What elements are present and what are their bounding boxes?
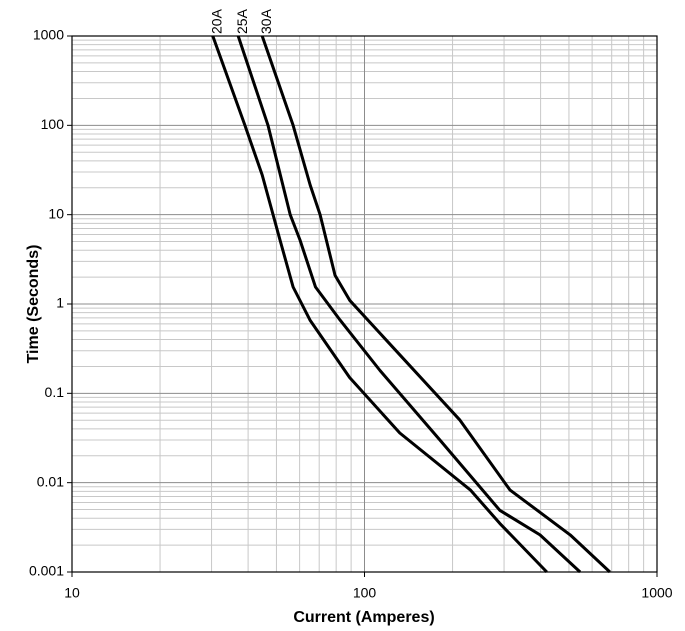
- curve-label: 25A: [234, 8, 250, 34]
- curve: [260, 35, 611, 574]
- curve-label: 20A: [209, 8, 225, 34]
- curve: [236, 35, 582, 574]
- y-tick-label: 0.01: [37, 473, 64, 489]
- curve: [211, 35, 548, 574]
- grid: [71, 35, 658, 573]
- y-tick-label: 0.001: [29, 563, 64, 579]
- y-tick-label: 1: [56, 295, 64, 311]
- curve-label: 30A: [258, 8, 274, 34]
- y-tick-label: 100: [41, 116, 65, 132]
- plot-border: [71, 35, 658, 573]
- y-tick-label: 0.1: [45, 384, 65, 400]
- x-tick-label: 10: [64, 585, 80, 601]
- x-tick-label: 1000: [641, 585, 672, 601]
- y-axis-title: Time (Seconds): [25, 245, 42, 364]
- x-tick-label: 100: [353, 585, 377, 601]
- y-tick-label: 1000: [33, 27, 64, 43]
- y-tick-label: 10: [48, 205, 64, 221]
- x-axis-title: Current (Amperes): [293, 609, 434, 626]
